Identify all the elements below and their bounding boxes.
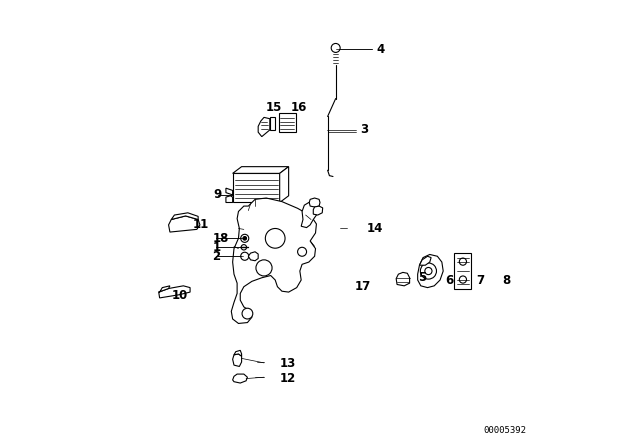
Circle shape xyxy=(460,258,467,265)
Text: 4: 4 xyxy=(376,43,384,56)
Text: 3: 3 xyxy=(360,123,369,137)
Text: 6: 6 xyxy=(445,273,454,287)
Circle shape xyxy=(256,260,272,276)
Circle shape xyxy=(332,43,340,52)
Polygon shape xyxy=(280,167,289,202)
Text: 18: 18 xyxy=(212,232,229,245)
Polygon shape xyxy=(159,286,170,292)
Polygon shape xyxy=(270,117,275,130)
Circle shape xyxy=(425,267,432,275)
Polygon shape xyxy=(419,256,431,265)
Text: 11: 11 xyxy=(192,217,209,231)
Text: 5: 5 xyxy=(419,271,427,284)
Polygon shape xyxy=(396,272,410,286)
Polygon shape xyxy=(258,117,270,137)
Text: 2: 2 xyxy=(212,250,221,263)
FancyBboxPatch shape xyxy=(454,253,472,289)
Text: 12: 12 xyxy=(280,372,296,385)
Polygon shape xyxy=(248,252,258,261)
Polygon shape xyxy=(232,374,248,383)
Polygon shape xyxy=(159,286,190,298)
Text: 13: 13 xyxy=(280,357,296,370)
Text: 10: 10 xyxy=(172,289,188,302)
Text: 16: 16 xyxy=(291,101,307,114)
Circle shape xyxy=(241,252,249,260)
Circle shape xyxy=(460,276,467,283)
FancyBboxPatch shape xyxy=(279,113,296,132)
Circle shape xyxy=(420,263,436,279)
Polygon shape xyxy=(226,188,232,195)
Polygon shape xyxy=(314,206,323,215)
Polygon shape xyxy=(418,254,443,288)
Polygon shape xyxy=(232,167,289,173)
Circle shape xyxy=(241,245,246,250)
Polygon shape xyxy=(168,216,200,232)
Circle shape xyxy=(242,308,253,319)
Text: 15: 15 xyxy=(266,101,282,114)
Text: 00005392: 00005392 xyxy=(483,426,526,435)
Circle shape xyxy=(266,228,285,248)
Circle shape xyxy=(241,234,249,242)
Polygon shape xyxy=(309,198,320,207)
Text: 1: 1 xyxy=(212,241,221,254)
Text: 14: 14 xyxy=(367,222,383,235)
Polygon shape xyxy=(231,198,316,323)
Text: 17: 17 xyxy=(355,280,371,293)
Polygon shape xyxy=(232,354,241,366)
Circle shape xyxy=(298,247,307,256)
Circle shape xyxy=(243,237,246,240)
Text: 9: 9 xyxy=(213,188,221,202)
Polygon shape xyxy=(301,202,317,228)
FancyBboxPatch shape xyxy=(232,173,280,202)
Polygon shape xyxy=(234,350,241,356)
Text: 8: 8 xyxy=(502,273,510,287)
Polygon shape xyxy=(172,213,198,220)
Polygon shape xyxy=(226,196,232,202)
Text: 7: 7 xyxy=(476,273,484,287)
